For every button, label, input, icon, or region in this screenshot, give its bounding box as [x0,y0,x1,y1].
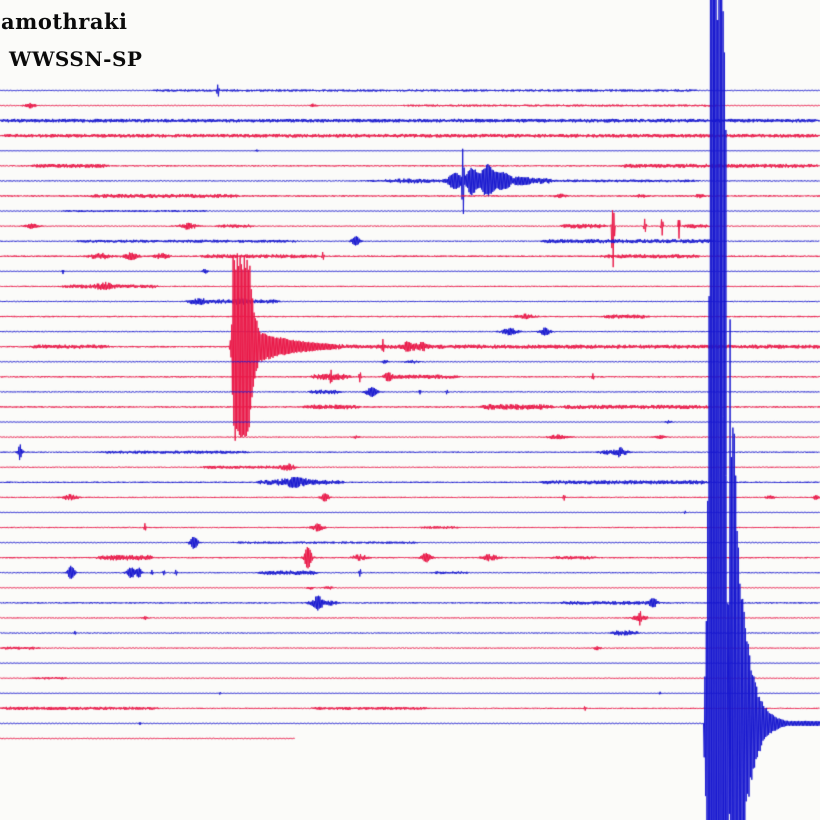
filter-label: WWSSN-SP [9,47,143,71]
station-label: amothraki [1,9,128,34]
